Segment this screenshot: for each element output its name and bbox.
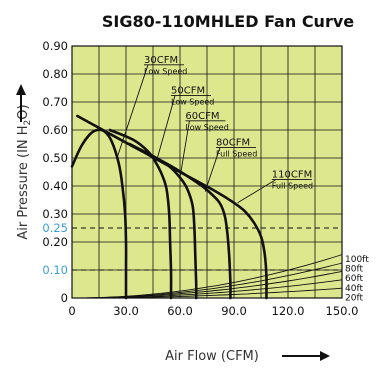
x-tick-label: 60.0 (167, 304, 193, 318)
system-curve-label: 100ft (345, 255, 369, 265)
fan-curve-label: 30CFM (144, 55, 178, 66)
y-tick-label: 0.30 (42, 207, 68, 221)
y-tick-label: 0.70 (42, 95, 68, 109)
fan-curve-speed-label: Full Speed (216, 149, 257, 158)
y-tick-label: 0.90 (42, 39, 68, 53)
y-tick-label: 0.80 (42, 67, 68, 81)
system-curve-label: 60ft (345, 274, 363, 284)
fan-curve-label: 110CFM (272, 170, 312, 181)
x-axis-label: Air Flow (CFM) (165, 349, 259, 364)
label-leader-line (116, 64, 149, 159)
fan-curve-label: 80CFM (216, 137, 250, 148)
y-tick-label: 0.50 (42, 151, 68, 165)
y-tick-label: 0.20 (42, 235, 68, 249)
system-curve-label: 40ft (345, 284, 363, 294)
y-tick-label: 0 (61, 291, 68, 305)
x-tick-label: 150.0 (326, 304, 359, 318)
x-tick-label: 90.0 (221, 304, 247, 318)
fan-curve-speed-label: Low Speed (144, 67, 187, 76)
label-leader-line (204, 147, 221, 192)
x-tick-label: 0 (68, 304, 75, 318)
label-leader-line (237, 179, 277, 204)
system-curve-line (71, 287, 343, 299)
system-curve-label: 80ft (345, 265, 363, 275)
fan-curve-line (108, 128, 173, 300)
system-curve-label: 20ft (345, 293, 363, 303)
x-tick-label: 120.0 (272, 304, 305, 318)
y-axis-label: Air Pressure (IN H2O) (16, 104, 33, 239)
chart-title: SIG80-110MHLED Fan Curve (102, 12, 354, 31)
y-tick-label: 0.60 (42, 123, 68, 137)
fan-curve-speed-label: Low Speed (171, 98, 214, 107)
x-tick-labels: 0 30.0 60.0 90.0 120.0 150.0 (68, 304, 358, 318)
fan-curve-label: 50CFM (171, 86, 205, 97)
fan-curve-line (76, 114, 268, 300)
fan-curve-speed-label: Full Speed (272, 182, 313, 191)
axis-labels: Air Flow (CFM) Air Pressure (IN H2O) (16, 84, 330, 364)
y-tick-label: 0.40 (42, 179, 68, 193)
label-leader-line (179, 120, 190, 178)
fan-curve-speed-label: Low Speed (185, 123, 228, 132)
label-leader-line (156, 95, 176, 161)
x-axis-arrow-icon (282, 351, 330, 361)
y-tick-labels: 0 0.10 0.200.250.30 0.40 0.50 0.60 0.70 0.80 0.9… (42, 39, 68, 305)
x-tick-label: 30.0 (113, 304, 139, 318)
fan-curve-label: 60CFM (185, 111, 219, 122)
fan-curve-line (70, 128, 128, 300)
y-tick-label: 0.10 (42, 263, 68, 277)
y-tick-label: 0.25 (42, 221, 68, 235)
y-axis-arrow-icon (16, 84, 26, 122)
reference-lines (72, 227, 342, 271)
